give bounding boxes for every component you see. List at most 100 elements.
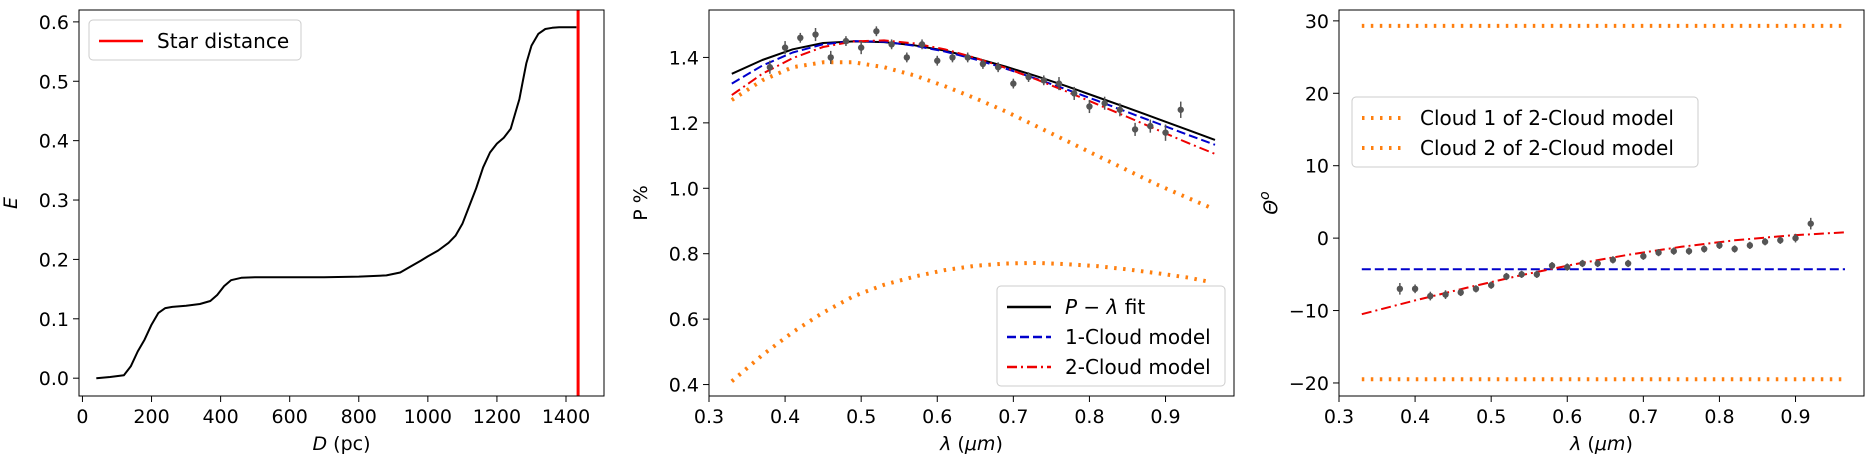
chart3-data-point bbox=[1701, 245, 1708, 253]
chart2-data-point bbox=[1101, 100, 1108, 107]
panel-extinction-vs-distance: 0 200 400 600 800 1000 1200 1400 0.0 0.1 0.2 0.3 0.4… bbox=[0, 9, 605, 455]
chart2-data-point bbox=[827, 54, 834, 61]
chart3-data-point bbox=[1457, 289, 1464, 296]
chart2-data-point bbox=[873, 28, 880, 35]
chart1-x-tick-label: 800 bbox=[341, 406, 377, 428]
chart2-data-point bbox=[949, 54, 956, 61]
chart2-data-point bbox=[964, 54, 971, 61]
chart3-x-axis-label: λ (μm) bbox=[1569, 433, 1633, 455]
chart1-x-tick-label: 400 bbox=[202, 406, 238, 428]
chart3-y-tick-label: 0 bbox=[1317, 228, 1329, 250]
chart3-legend: Cloud 1 of 2-Cloud model Cloud 2 of 2-Clo… bbox=[1351, 96, 1699, 168]
chart2-data-point bbox=[1071, 90, 1078, 97]
chart2-x-tick-label: 0.8 bbox=[1074, 406, 1104, 428]
chart3-data-point bbox=[1503, 273, 1510, 280]
chart3-data-point bbox=[1548, 262, 1556, 269]
chart3-data-point bbox=[1807, 220, 1814, 227]
chart3-data-point bbox=[1670, 247, 1677, 255]
chart2-y-axis-label: P % bbox=[630, 185, 652, 221]
chart3-data-point bbox=[1792, 234, 1799, 242]
chart3-data-point bbox=[1761, 238, 1769, 245]
chart2-series-1-cloud-model bbox=[731, 40, 1216, 146]
chart2-legend: P − λ fit 1-Cloud model 2-Cloud model bbox=[996, 285, 1226, 387]
chart2-x-tick-label: 0.5 bbox=[846, 406, 876, 428]
chart3-y-tick-label: −20 bbox=[1289, 373, 1329, 395]
chart1-x-tick-label: 1000 bbox=[404, 406, 452, 428]
chart2-data-point bbox=[781, 44, 789, 51]
chart2-x-tick-label: 0.6 bbox=[922, 406, 952, 428]
chart2-data-point bbox=[857, 44, 865, 51]
chart3-x-tick-label: 0.6 bbox=[1552, 406, 1582, 428]
chart1-x-tick-label: 600 bbox=[272, 406, 308, 428]
chart2-data-point bbox=[1040, 77, 1047, 84]
chart2-x-tick-label: 0.9 bbox=[1150, 406, 1180, 428]
chart2-y-tick-label: 0.4 bbox=[669, 375, 699, 397]
chart2-x-axis-label: λ (μm) bbox=[939, 433, 1003, 455]
chart3-x-tick-label: 0.5 bbox=[1476, 406, 1506, 428]
chart1-y-tick-label: 0.2 bbox=[39, 249, 69, 271]
chart3-data-point bbox=[1579, 260, 1586, 267]
chart3-data-point bbox=[1609, 256, 1617, 264]
chart2-data-point bbox=[812, 31, 819, 38]
chart2-data-point bbox=[1162, 129, 1169, 136]
chart2-data-point bbox=[979, 60, 987, 68]
chart1-x-tick-label: 1400 bbox=[542, 406, 590, 428]
chart3-data-point bbox=[1564, 263, 1571, 271]
chart1-x-axis-label: D (pc) bbox=[312, 433, 370, 455]
chart3-data-point bbox=[1594, 260, 1601, 267]
chart3-data-point bbox=[1487, 281, 1495, 289]
chart2-y-tick-label: 1.4 bbox=[669, 47, 699, 69]
chart1-y-tick-label: 0.0 bbox=[39, 368, 69, 390]
chart1-x-tick-label: 0 bbox=[76, 406, 88, 428]
chart3-data-point bbox=[1640, 253, 1647, 260]
chart2-y-tick-label: 1.0 bbox=[669, 178, 699, 200]
chart3-y-axis-label: Θo bbox=[1257, 191, 1282, 215]
panel-polarization-vs-wavelength: 0.3 0.4 0.5 0.6 0.7 0.8 0.9 0.4 0.6 0.8 1.0 1.2 1.4 λ… bbox=[630, 9, 1235, 455]
chart3-x-tick-label: 0.3 bbox=[1324, 406, 1354, 428]
chart3-y-tick-label: 20 bbox=[1305, 83, 1329, 105]
chart2-legend-label: P − λ fit bbox=[1065, 295, 1145, 319]
chart1-y-tick-label: 0.1 bbox=[39, 309, 69, 331]
chart2-x-tick-label: 0.7 bbox=[998, 406, 1028, 428]
chart1-y-tick-label: 0.5 bbox=[39, 71, 69, 93]
chart1-y-tick-label: 0.6 bbox=[39, 12, 69, 34]
panel-angle-vs-wavelength: 0.3 0.4 0.5 0.6 0.7 0.8 0.9 −20 −10 0 10 20 30 λ (μm)… bbox=[1257, 9, 1865, 455]
chart3-data-point bbox=[1396, 285, 1404, 293]
chart2-data-point bbox=[888, 41, 895, 48]
chart3-x-tick-label: 0.7 bbox=[1628, 406, 1658, 428]
chart3-x-tick-label: 0.8 bbox=[1704, 406, 1734, 428]
chart3-legend-label: Cloud 1 of 2-Cloud model bbox=[1420, 106, 1674, 130]
chart3-legend-label: Cloud 2 of 2-Cloud model bbox=[1420, 136, 1674, 160]
chart2-legend-label: 1-Cloud model bbox=[1065, 325, 1211, 349]
chart2-data-point bbox=[766, 64, 774, 71]
chart3-data-point bbox=[1472, 285, 1480, 293]
chart2-data-point bbox=[903, 54, 911, 61]
chart3-y-tick-label: 10 bbox=[1305, 156, 1329, 178]
chart1-x-tick-label: 1200 bbox=[473, 406, 521, 428]
chart2-data-point bbox=[1086, 103, 1093, 110]
chart3-data-point bbox=[1427, 292, 1434, 300]
chart1-y-axis-label: E bbox=[0, 197, 22, 209]
chart2-legend-box bbox=[996, 285, 1226, 387]
chart3-y-tick-label: −10 bbox=[1289, 301, 1329, 323]
chart1-series-extinction-profile bbox=[96, 26, 577, 380]
chart3-data-point bbox=[1746, 242, 1754, 249]
chart2-data-point bbox=[797, 34, 804, 42]
chart3-data-point bbox=[1777, 237, 1784, 244]
chart1-legend: Star distance bbox=[88, 19, 302, 61]
chart2-data-point bbox=[842, 37, 850, 45]
chart3-data-point bbox=[1518, 271, 1525, 278]
chart3-data-point bbox=[1442, 291, 1449, 298]
chart2-axes-frame bbox=[708, 9, 1235, 397]
chart3-data-point bbox=[1411, 285, 1419, 293]
chart2-data-point bbox=[1116, 106, 1124, 113]
chart2-data-point bbox=[1177, 106, 1184, 113]
chart2-series-cloud-1-of-2-cloud-model bbox=[730, 60, 1212, 210]
chart2-y-tick-label: 0.6 bbox=[669, 309, 699, 331]
chart1-y-tick-label: 0.4 bbox=[39, 131, 69, 153]
chart3-x-tick-label: 0.9 bbox=[1780, 406, 1810, 428]
chart2-data-point bbox=[1055, 80, 1063, 87]
chart2-data-point bbox=[934, 57, 941, 64]
chart1-axes-frame bbox=[78, 9, 605, 397]
